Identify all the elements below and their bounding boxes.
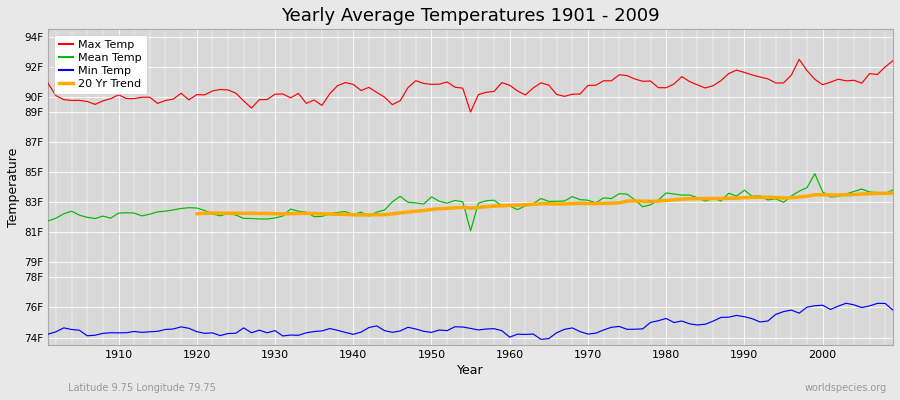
X-axis label: Year: Year [457, 364, 484, 377]
Legend: Max Temp, Mean Temp, Min Temp, 20 Yr Trend: Max Temp, Mean Temp, Min Temp, 20 Yr Tre… [54, 35, 148, 94]
Title: Yearly Average Temperatures 1901 - 2009: Yearly Average Temperatures 1901 - 2009 [282, 7, 660, 25]
Text: Latitude 9.75 Longitude 79.75: Latitude 9.75 Longitude 79.75 [68, 383, 215, 393]
Y-axis label: Temperature: Temperature [7, 148, 20, 227]
Text: worldspecies.org: worldspecies.org [805, 383, 886, 393]
